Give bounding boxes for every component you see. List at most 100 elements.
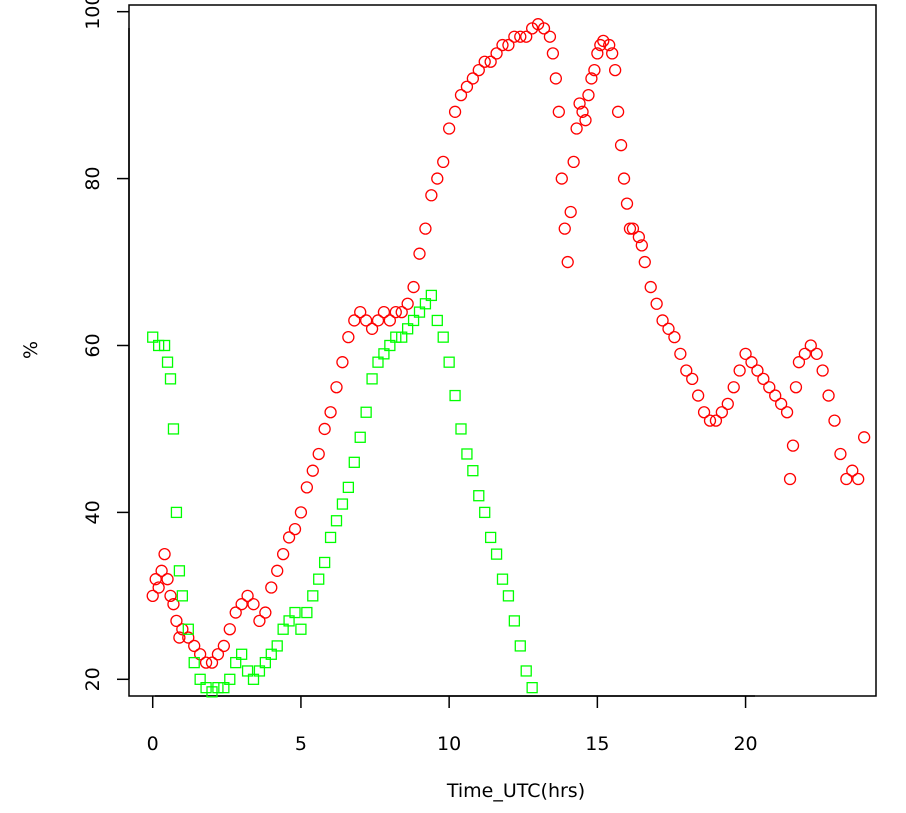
data-point-circle (173, 631, 186, 644)
data-point-circle (259, 606, 272, 619)
data-point-square (253, 665, 266, 677)
data-point-circle (786, 439, 800, 452)
data-point-circle (846, 464, 859, 477)
data-point-circle (644, 280, 657, 294)
data-point-circle (543, 30, 557, 43)
data-point-circle (798, 347, 812, 360)
data-point-circle (546, 47, 560, 60)
data-point-circle (582, 88, 595, 102)
data-point-square (152, 339, 165, 352)
data-point-circle (359, 314, 373, 327)
data-point-square (265, 648, 277, 660)
data-point-circle (573, 97, 586, 110)
data-point-square (271, 640, 283, 652)
data-point-circle (395, 305, 408, 319)
data-point-square (407, 314, 420, 327)
data-point-circle (680, 364, 693, 377)
data-point-square (206, 686, 218, 698)
data-point-circle (614, 139, 628, 152)
y-tick-label: 40 (82, 500, 104, 524)
data-point-circle (502, 38, 515, 52)
data-point-circle (149, 573, 162, 586)
data-point-circle (650, 297, 663, 310)
data-point-circle (431, 172, 444, 185)
data-point-square (301, 606, 313, 619)
data-point-circle (769, 389, 782, 402)
data-point-circle (576, 105, 589, 118)
data-point-circle (585, 72, 598, 85)
data-point-circle (611, 105, 625, 118)
data-point-square (295, 623, 307, 635)
y-axis: 20 40 60 80 100 (82, 0, 130, 691)
data-point-circle (348, 314, 361, 327)
data-point-square (366, 373, 378, 385)
data-point-square (247, 673, 260, 685)
data-point-circle (709, 414, 723, 427)
data-point-circle (389, 305, 402, 319)
data-point-circle (271, 564, 284, 577)
data-point-circle (514, 30, 527, 43)
data-point-circle (852, 472, 865, 486)
data-point-circle (549, 72, 563, 85)
data-point-circle (158, 547, 171, 561)
data-point-square (218, 682, 230, 694)
data-point-circle (146, 589, 159, 603)
x-axis: 0 5 10 15 20 (147, 695, 758, 755)
data-point-circle (508, 30, 521, 43)
data-point-square (224, 673, 236, 685)
data-point-circle (564, 205, 577, 219)
plot-frame (128, 4, 877, 697)
data-point-circle (579, 114, 592, 127)
data-point-square (378, 348, 390, 360)
data-point-square (313, 573, 325, 585)
data-point-circle (371, 314, 385, 327)
data-point-square (508, 615, 521, 627)
data-point-square (413, 306, 426, 318)
data-point-circle (425, 189, 438, 202)
data-point-circle (834, 447, 847, 461)
data-point-circle (413, 247, 426, 260)
data-point-circle (816, 364, 829, 377)
data-point-square (372, 356, 384, 368)
data-point-square (473, 490, 485, 502)
data-point-circle (454, 88, 468, 102)
data-point-square (158, 339, 171, 352)
data-point-circle (591, 47, 604, 60)
data-point-circle (555, 172, 568, 185)
data-point-square (194, 673, 206, 685)
data-point-circle (603, 38, 616, 52)
series-2 (147, 289, 538, 698)
x-tick-label: 0 (147, 733, 159, 755)
data-point-circle (167, 598, 180, 611)
data-point-circle (336, 356, 349, 369)
data-point-circle (703, 414, 717, 427)
data-point-square (188, 656, 200, 669)
data-point-circle (751, 364, 764, 377)
data-point-circle (810, 347, 823, 360)
data-point-square (318, 556, 331, 569)
data-point-circle (448, 105, 462, 118)
data-point-circle (161, 573, 174, 586)
data-point-circle (318, 422, 331, 436)
data-point-circle (193, 648, 207, 661)
data-point-square (277, 623, 289, 635)
data-point-circle (460, 80, 474, 93)
data-point-square (307, 590, 319, 602)
data-point-circle (520, 30, 533, 43)
data-point-circle (552, 105, 565, 118)
data-point-circle (407, 280, 420, 294)
data-point-circle (606, 47, 619, 60)
data-point-square (502, 590, 515, 602)
data-point-square (490, 548, 503, 560)
data-point-circle (588, 63, 601, 77)
data-point-square (520, 665, 532, 677)
data-point-square (161, 356, 174, 368)
data-point-square (354, 431, 366, 443)
data-point-circle (472, 63, 485, 77)
data-point-circle (466, 72, 480, 85)
data-point-circle (561, 255, 574, 269)
y-tick-label: 100 (82, 0, 104, 30)
data-point-square (283, 615, 295, 627)
data-point-circle (780, 406, 794, 419)
data-point-circle (182, 631, 195, 644)
